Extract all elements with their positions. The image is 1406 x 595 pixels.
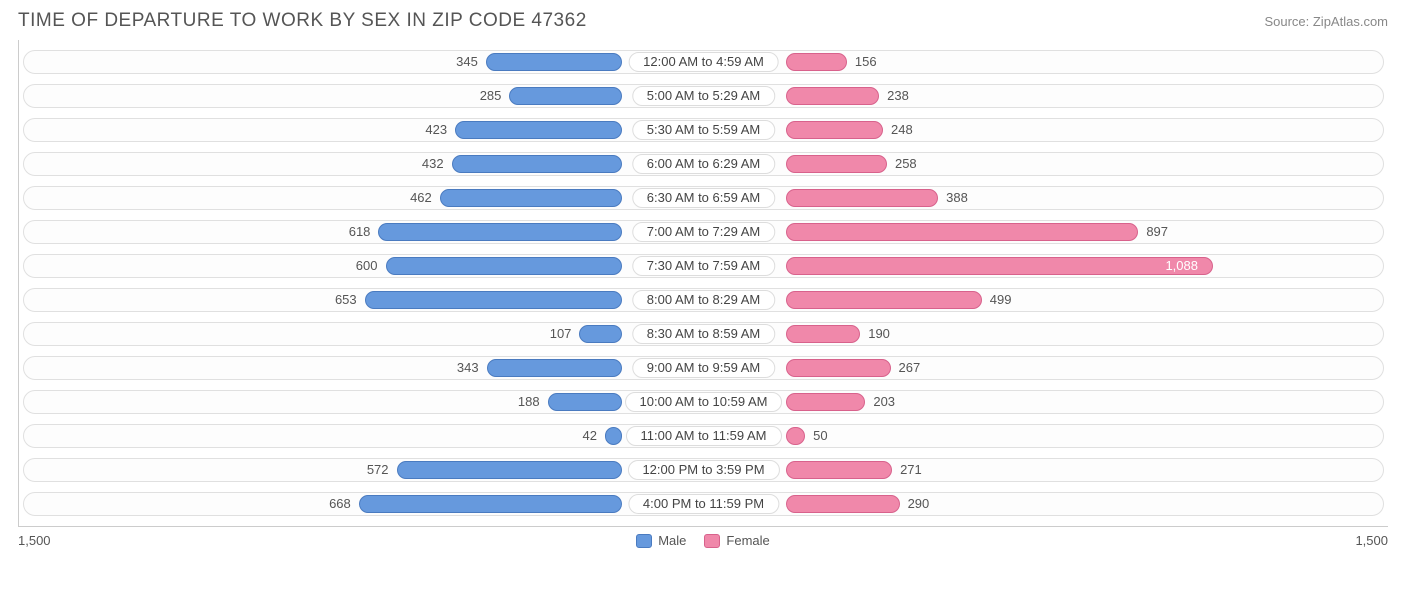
female-value: 238 xyxy=(887,87,909,105)
category-label: 5:00 AM to 5:29 AM xyxy=(632,86,775,106)
male-bar xyxy=(386,257,622,275)
chart-row: 107 190 8:30 AM to 8:59 AM xyxy=(19,318,1388,350)
male-value: 600 xyxy=(356,257,378,275)
category-label: 4:00 PM to 11:59 PM xyxy=(628,494,779,514)
legend: Male Female xyxy=(636,533,770,548)
male-bar xyxy=(397,461,622,479)
category-label: 12:00 AM to 4:59 AM xyxy=(628,52,779,72)
female-value: 897 xyxy=(1146,223,1168,241)
female-value: 267 xyxy=(899,359,921,377)
chart-row: 423 248 5:30 AM to 5:59 AM xyxy=(19,114,1388,146)
category-label: 9:00 AM to 9:59 AM xyxy=(632,358,775,378)
female-bar xyxy=(786,393,866,411)
legend-male: Male xyxy=(636,533,686,548)
chart-row: 345 156 12:00 AM to 4:59 AM xyxy=(19,46,1388,78)
male-value: 345 xyxy=(456,53,478,71)
female-bar xyxy=(786,155,887,173)
male-value: 107 xyxy=(550,325,572,343)
male-value: 572 xyxy=(367,461,389,479)
category-label: 6:30 AM to 6:59 AM xyxy=(632,188,775,208)
female-bar xyxy=(786,223,1139,241)
female-value: 203 xyxy=(873,393,895,411)
female-value: 271 xyxy=(900,461,922,479)
female-bar xyxy=(786,359,891,377)
female-bar xyxy=(786,461,893,479)
female-bar xyxy=(786,53,847,71)
male-bar xyxy=(605,427,622,445)
female-value: 1,088 xyxy=(1157,257,1206,275)
chart-row: 600 1,088 7:30 AM to 7:59 AM xyxy=(19,250,1388,282)
male-value: 432 xyxy=(422,155,444,173)
chart-row: 462 388 6:30 AM to 6:59 AM xyxy=(19,182,1388,214)
category-label: 8:00 AM to 8:29 AM xyxy=(632,290,775,310)
legend-female-label: Female xyxy=(726,533,769,548)
female-bar xyxy=(786,325,861,343)
female-value: 290 xyxy=(908,495,930,513)
male-value: 188 xyxy=(518,393,540,411)
category-label: 12:00 PM to 3:59 PM xyxy=(627,460,779,480)
male-bar xyxy=(365,291,622,309)
male-bar xyxy=(509,87,621,105)
female-bar xyxy=(786,257,1214,275)
chart-title: TIME OF DEPARTURE TO WORK BY SEX IN ZIP … xyxy=(18,10,587,32)
category-label: 7:30 AM to 7:59 AM xyxy=(632,256,775,276)
male-bar xyxy=(378,223,621,241)
chart-row: 572 271 12:00 PM to 3:59 PM xyxy=(19,454,1388,486)
male-bar xyxy=(452,155,622,173)
female-bar xyxy=(786,189,939,207)
male-value: 462 xyxy=(410,189,432,207)
category-label: 7:00 AM to 7:29 AM xyxy=(632,222,775,242)
male-bar xyxy=(486,53,622,71)
diverging-bar-chart: 345 156 12:00 AM to 4:59 AM 285 238 5:00 AM t… xyxy=(18,40,1388,527)
male-swatch xyxy=(636,534,652,548)
axis-left-max: 1,500 xyxy=(18,533,51,548)
female-bar xyxy=(786,291,982,309)
female-value: 258 xyxy=(895,155,917,173)
female-bar xyxy=(786,495,900,513)
male-bar xyxy=(440,189,622,207)
chart-row: 668 290 4:00 PM to 11:59 PM xyxy=(19,488,1388,520)
male-value: 668 xyxy=(329,495,351,513)
female-value: 388 xyxy=(946,189,968,207)
female-value: 50 xyxy=(813,427,827,445)
male-value: 42 xyxy=(583,427,597,445)
source-label: Source: ZipAtlas.com xyxy=(1264,14,1388,29)
axis-right-max: 1,500 xyxy=(1355,533,1388,548)
category-label: 6:00 AM to 6:29 AM xyxy=(632,154,775,174)
male-bar xyxy=(487,359,622,377)
female-value: 248 xyxy=(891,121,913,139)
female-value: 156 xyxy=(855,53,877,71)
chart-row: 618 897 7:00 AM to 7:29 AM xyxy=(19,216,1388,248)
legend-male-label: Male xyxy=(658,533,686,548)
female-value: 190 xyxy=(868,325,890,343)
chart-row: 432 258 6:00 AM to 6:29 AM xyxy=(19,148,1388,180)
male-value: 618 xyxy=(349,223,371,241)
male-bar xyxy=(455,121,621,139)
female-bar xyxy=(786,121,884,139)
female-value: 499 xyxy=(990,291,1012,309)
chart-row: 285 238 5:00 AM to 5:29 AM xyxy=(19,80,1388,112)
male-value: 423 xyxy=(425,121,447,139)
male-value: 343 xyxy=(457,359,479,377)
male-value: 653 xyxy=(335,291,357,309)
category-label: 10:00 AM to 10:59 AM xyxy=(625,392,783,412)
chart-row: 653 499 8:00 AM to 8:29 AM xyxy=(19,284,1388,316)
chart-row: 188 203 10:00 AM to 10:59 AM xyxy=(19,386,1388,418)
male-bar xyxy=(359,495,622,513)
category-label: 11:00 AM to 11:59 AM xyxy=(626,426,782,446)
male-value: 285 xyxy=(480,87,502,105)
chart-row: 343 267 9:00 AM to 9:59 AM xyxy=(19,352,1388,384)
male-bar xyxy=(579,325,621,343)
female-bar xyxy=(786,427,806,445)
category-label: 5:30 AM to 5:59 AM xyxy=(632,120,775,140)
female-bar xyxy=(786,87,880,105)
male-bar xyxy=(548,393,622,411)
female-swatch xyxy=(704,534,720,548)
legend-female: Female xyxy=(704,533,769,548)
chart-row: 42 50 11:00 AM to 11:59 AM xyxy=(19,420,1388,452)
category-label: 8:30 AM to 8:59 AM xyxy=(632,324,775,344)
